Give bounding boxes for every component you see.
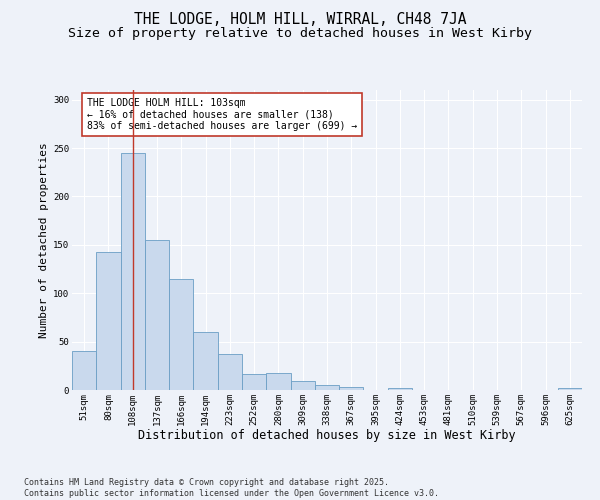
Y-axis label: Number of detached properties: Number of detached properties (39, 142, 49, 338)
Bar (315, 385, 339, 390)
Bar (339, 387, 364, 390)
X-axis label: Distribution of detached houses by size in West Kirby: Distribution of detached houses by size … (138, 429, 516, 442)
Bar (266, 372, 290, 390)
Bar (121, 153, 145, 390)
Bar (169, 278, 193, 390)
Bar (193, 332, 218, 390)
Bar (558, 388, 582, 390)
Bar (242, 374, 266, 390)
Bar (388, 388, 412, 390)
Text: Size of property relative to detached houses in West Kirby: Size of property relative to detached ho… (68, 28, 532, 40)
Text: THE LODGE, HOLM HILL, WIRRAL, CH48 7JA: THE LODGE, HOLM HILL, WIRRAL, CH48 7JA (134, 12, 466, 28)
Bar (72, 352, 96, 390)
Bar (218, 354, 242, 390)
Text: Contains HM Land Registry data © Crown copyright and database right 2025.
Contai: Contains HM Land Registry data © Crown c… (24, 478, 439, 498)
Bar (290, 382, 315, 390)
Text: THE LODGE HOLM HILL: 103sqm
← 16% of detached houses are smaller (138)
83% of se: THE LODGE HOLM HILL: 103sqm ← 16% of det… (86, 98, 357, 131)
Bar (96, 252, 121, 390)
Bar (145, 240, 169, 390)
